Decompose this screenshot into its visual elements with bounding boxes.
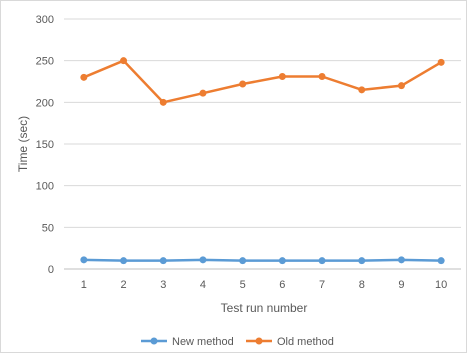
series-line-new-method <box>83 258 442 262</box>
data-point <box>120 257 128 265</box>
data-point <box>80 256 88 264</box>
y-tick-label: 200 <box>36 97 54 109</box>
x-tick-label: 10 <box>435 279 447 291</box>
data-point <box>80 73 88 81</box>
x-tick-label: 9 <box>398 279 404 291</box>
data-point <box>159 98 167 106</box>
gridlines <box>64 18 461 270</box>
legend-swatch-marker <box>255 337 263 345</box>
y-tick-label: 300 <box>36 14 54 26</box>
legend-swatch-marker <box>150 337 158 345</box>
x-tick-label: 2 <box>120 279 126 291</box>
data-point <box>358 257 366 265</box>
series-line-old-method <box>83 59 442 104</box>
data-point <box>239 80 247 88</box>
legend-label: Old method <box>277 336 334 348</box>
y-tick-label: 150 <box>36 139 54 151</box>
x-tick-label: 1 <box>81 279 87 291</box>
legend-label: New method <box>172 336 234 348</box>
x-tick-label: 8 <box>359 279 365 291</box>
data-point <box>397 256 405 264</box>
data-point <box>120 57 128 65</box>
y-axis-title: Time (sec) <box>16 116 30 172</box>
y-tick-label: 250 <box>36 56 54 68</box>
data-point <box>239 257 247 265</box>
data-point <box>397 82 405 90</box>
data-point <box>358 86 366 94</box>
data-point <box>199 89 207 97</box>
data-point <box>437 58 445 66</box>
x-tick-label: 3 <box>160 279 166 291</box>
x-tick-label: 5 <box>240 279 246 291</box>
series-group <box>80 57 445 265</box>
y-tick-label: 0 <box>48 264 54 276</box>
y-axis-ticks: 0 50 100 150 200 250 300 <box>36 14 54 276</box>
data-point <box>437 257 445 265</box>
x-axis-ticks: 1 2 3 4 5 6 7 8 9 10 <box>81 279 447 291</box>
data-point <box>278 73 286 80</box>
y-tick-label: 50 <box>42 222 54 234</box>
x-axis-title: Test run number <box>221 301 308 315</box>
legend-item: Old method <box>246 336 334 348</box>
data-point <box>318 73 326 80</box>
data-point <box>278 257 286 265</box>
data-point <box>318 257 326 265</box>
data-point <box>159 257 167 265</box>
legend: New method Old method <box>141 336 334 348</box>
x-tick-label: 7 <box>319 279 325 291</box>
x-tick-label: 4 <box>200 279 206 291</box>
x-tick-label: 6 <box>279 279 285 291</box>
data-point <box>199 256 207 264</box>
y-tick-label: 100 <box>36 181 54 193</box>
legend-item: New method <box>141 336 234 348</box>
